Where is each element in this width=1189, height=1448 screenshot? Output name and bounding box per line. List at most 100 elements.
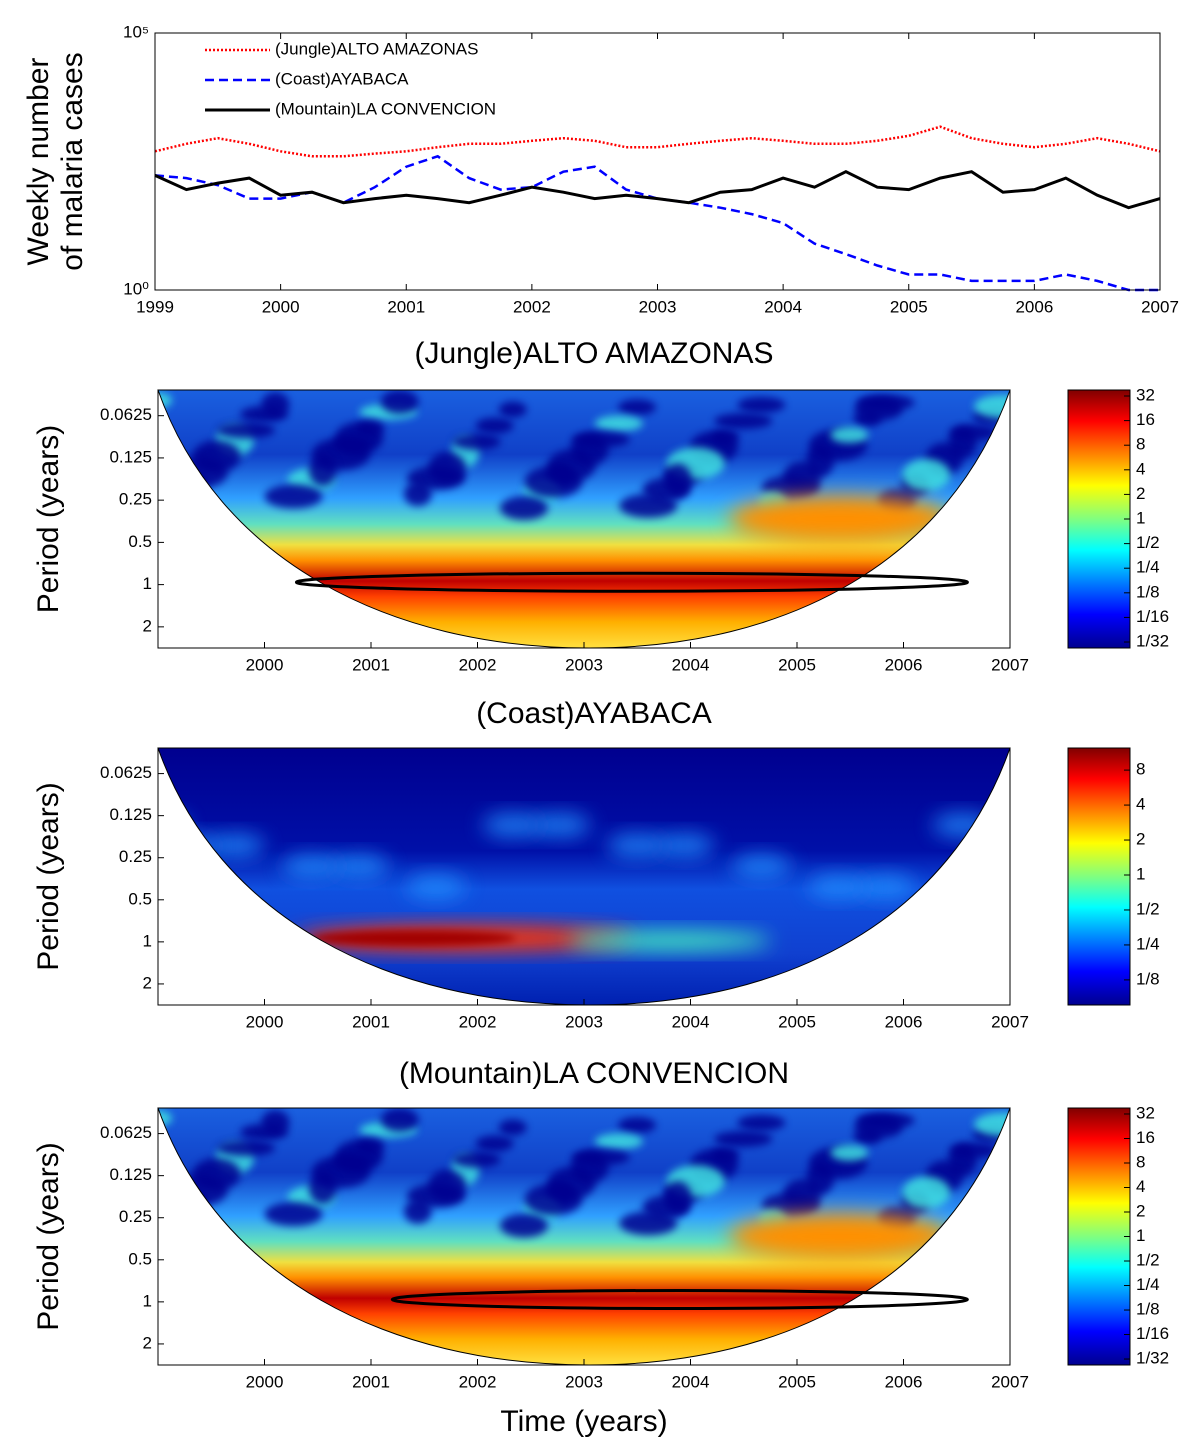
power-blob [308, 454, 337, 487]
colorbar-tick-label: 8 [1136, 760, 1145, 779]
x-tick-label: 2002 [459, 655, 497, 674]
power-blob [711, 429, 740, 446]
colorbar-tick-label: 4 [1136, 459, 1145, 478]
power-blob [807, 874, 868, 899]
x-axis-label: Time (years) [500, 1405, 667, 1438]
power-blob [380, 1108, 419, 1132]
x-tick-label: 2006 [885, 655, 923, 674]
power-blob [308, 1171, 337, 1204]
x-tick-label: 2005 [778, 1012, 816, 1031]
colorbar-tick-label: 32 [1136, 1103, 1155, 1122]
y-tick-label: 0.0625 [100, 1123, 152, 1142]
power-blob [974, 1112, 1010, 1137]
x-tick-label: 2004 [672, 1012, 710, 1031]
x-tick-label: 2002 [459, 1012, 497, 1031]
colorbar [1067, 747, 1131, 1006]
colorbar-tick-label: 4 [1136, 795, 1145, 814]
plot-frame [154, 32, 1161, 291]
x-tick-label: 2006 [885, 1372, 923, 1391]
colorbar-tick-label: 1/16 [1136, 1324, 1169, 1343]
y-tick-label: 0.5 [128, 532, 152, 551]
y-tick-label: 2 [143, 616, 152, 635]
power-blob [728, 495, 951, 543]
y-tick-label: 0.5 [128, 1249, 152, 1268]
colorbar-tick-label: 1/16 [1136, 607, 1169, 626]
power-blob [782, 1178, 821, 1211]
x-tick-label: 2005 [778, 1372, 816, 1391]
power-blob [217, 1140, 276, 1157]
power-blob [204, 833, 265, 858]
colorbar-tick-label: 1/4 [1136, 934, 1160, 953]
power-blob [356, 1137, 385, 1154]
power-blob [619, 493, 678, 518]
power-blob [524, 1183, 583, 1216]
y-tick-label: 10⁰ [123, 279, 149, 298]
power-blob [854, 1114, 903, 1139]
colorbar-tick-label: 1/4 [1136, 558, 1160, 577]
power-blob [606, 833, 667, 858]
colorbar [1067, 389, 1131, 649]
power-blob [329, 854, 390, 879]
colorbar-tick-label: 16 [1136, 410, 1155, 429]
power-blob [731, 854, 792, 879]
plot-area [155, 33, 1160, 290]
colorbar-tick-label: 8 [1136, 1152, 1145, 1171]
x-tick-label: 2003 [565, 655, 603, 674]
x-tick-label: 2002 [513, 297, 551, 316]
x-tick-label: 2005 [890, 297, 928, 316]
power-blob [594, 415, 643, 432]
power-blob [830, 426, 869, 443]
colorbar-tick-label: 2 [1136, 484, 1145, 503]
colorbar-tick-label: 2 [1136, 1201, 1145, 1220]
y-tick-label: 0.5 [128, 889, 152, 908]
x-tick-label: 2003 [639, 297, 677, 316]
power-blob [356, 419, 385, 436]
colorbar [1067, 1107, 1131, 1366]
power-blob [654, 833, 715, 858]
power-blob [902, 1176, 951, 1209]
x-tick-label: 2001 [352, 1012, 390, 1031]
power-blob [264, 1201, 323, 1226]
x-tick-label: 2006 [1015, 297, 1053, 316]
y-tick-label: 1 [143, 931, 152, 950]
power-blob [714, 413, 773, 430]
power-blob [902, 458, 951, 491]
x-tick-label: 1999 [136, 297, 174, 316]
y-tick-label: 1 [143, 574, 152, 593]
power-blob [618, 1117, 657, 1134]
power-blob [261, 1110, 290, 1135]
power-blob [711, 1147, 740, 1164]
x-tick-label: 2007 [1141, 297, 1179, 316]
power-blob [530, 813, 591, 838]
power-blob [949, 424, 998, 441]
power-blob [498, 1119, 527, 1136]
y-tick-label: 0.125 [109, 805, 152, 824]
colorbar-tick-label: 1 [1136, 508, 1145, 527]
chart-title: (Mountain)LA CONVENCION [399, 1057, 789, 1090]
x-tick-label: 2007 [991, 1372, 1029, 1391]
y-axis-label: Period (years) [32, 782, 65, 970]
y-axis-label: of malaria cases [56, 52, 89, 270]
x-tick-label: 2005 [778, 655, 816, 674]
x-tick-label: 2001 [352, 655, 390, 674]
power-blob [428, 1169, 467, 1202]
power-blob [311, 930, 516, 946]
power-blob [405, 874, 466, 899]
plot-frame [157, 1107, 1011, 1366]
power-blob [714, 1130, 773, 1147]
x-tick-label: 2003 [565, 1012, 603, 1031]
power-blob [854, 396, 903, 421]
power-blob [158, 392, 172, 409]
y-axis-label: Period (years) [32, 425, 65, 613]
colorbar-tick-label: 1 [1136, 1226, 1145, 1245]
colorbar-tick-label: 1/4 [1136, 1275, 1160, 1294]
colorbar-tick-label: 1/8 [1136, 582, 1160, 601]
x-tick-label: 2000 [246, 1012, 284, 1031]
x-tick-label: 2001 [387, 297, 425, 316]
colorbar-tick-label: 4 [1136, 1177, 1145, 1196]
x-tick-label: 2000 [262, 297, 300, 316]
colorbar-tick-label: 1/8 [1136, 1300, 1160, 1319]
y-tick-label: 0.25 [119, 1207, 152, 1226]
power-blob [482, 813, 543, 838]
power-blob [737, 396, 786, 413]
